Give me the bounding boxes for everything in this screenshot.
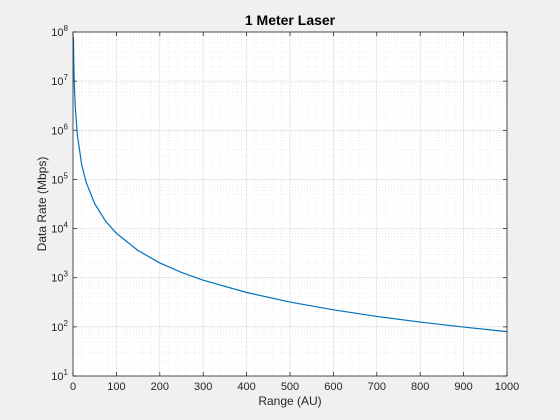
x-tick-label: 300 (194, 381, 212, 393)
x-tick-label: 400 (237, 381, 255, 393)
y-tick-label: 103 (51, 270, 68, 285)
x-tick-labels: 0 100 200 300 400 500 600 700 800 900 1000 (70, 381, 519, 393)
x-tick-label: 800 (411, 381, 429, 393)
y-tick-label: 106 (51, 122, 68, 137)
y-tick-label: 104 (51, 221, 68, 236)
x-axis-label: Range (AU) (258, 394, 321, 408)
y-tick-label: 108 (51, 24, 68, 39)
series-line (72, 36, 508, 333)
y-axis-label: Data Rate (Mbps) (35, 157, 49, 252)
x-tick-label: 1000 (495, 381, 519, 393)
tick-marks (72, 31, 508, 377)
major-grid (72, 31, 508, 377)
y-tick-label: 105 (51, 171, 68, 186)
series-layer (72, 36, 508, 333)
y-tick-label: 107 (51, 73, 68, 88)
x-tick-label: 200 (151, 381, 169, 393)
y-tick-label: 101 (51, 368, 68, 383)
x-tick-label: 600 (324, 381, 342, 393)
x-tick-label: 0 (70, 381, 76, 393)
y-tick-label: 102 (51, 319, 68, 334)
x-tick-label: 900 (454, 381, 472, 393)
chart-title: 1 Meter Laser (245, 12, 336, 28)
x-tick-label: 100 (107, 381, 125, 393)
x-tick-label: 700 (368, 381, 386, 393)
x-tick-label: 500 (281, 381, 299, 393)
y-tick-labels: 101 102 103 104 105 106 107 108 (51, 24, 68, 383)
